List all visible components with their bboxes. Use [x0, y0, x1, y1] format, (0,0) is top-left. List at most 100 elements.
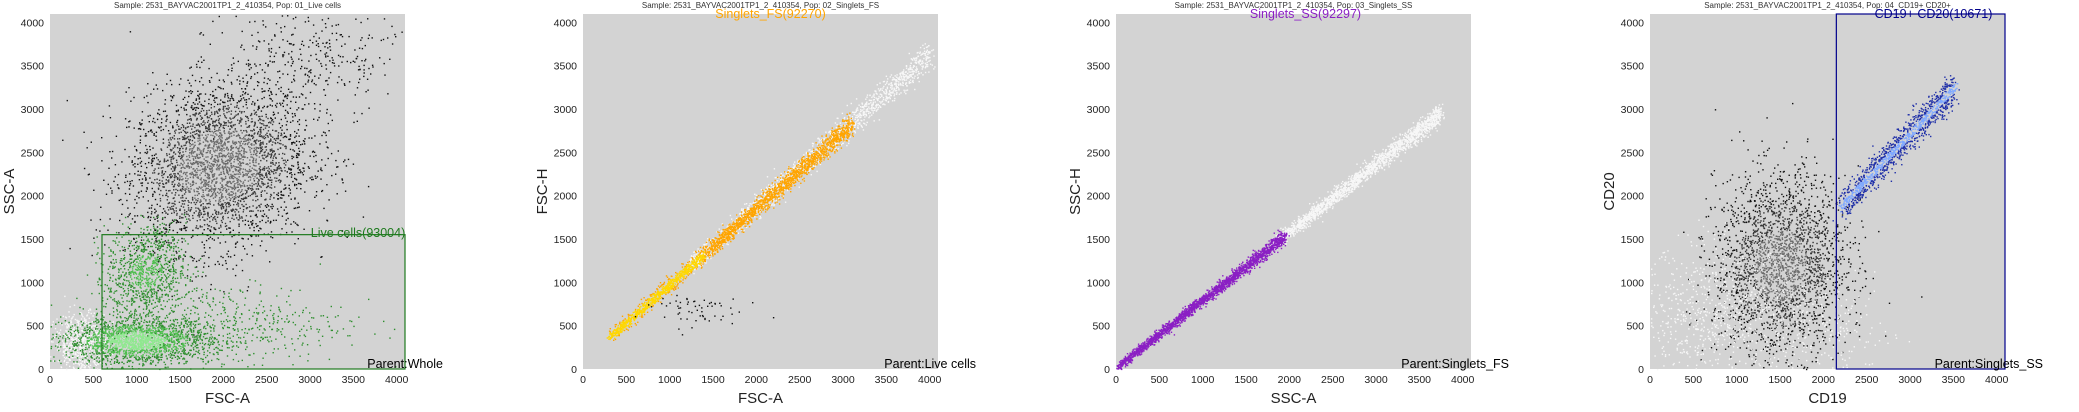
data-point: [294, 198, 296, 200]
data-point: [337, 150, 339, 152]
data-point: [245, 170, 247, 172]
data-point: [276, 208, 279, 210]
data-point: [211, 173, 214, 176]
data-point: [208, 174, 210, 177]
data-point: [239, 95, 242, 97]
data-point: [244, 168, 246, 171]
data-point: [337, 23, 340, 26]
data-point: [283, 136, 286, 138]
data-point: [156, 178, 158, 180]
data-point: [318, 37, 320, 39]
data-point: [264, 146, 266, 148]
data-point: [214, 112, 216, 114]
data-point: [313, 151, 316, 153]
data-point: [82, 321, 84, 323]
data-point: [98, 334, 100, 337]
data-point: [180, 321, 183, 323]
data-point: [293, 74, 295, 77]
data-point: [168, 153, 171, 155]
data-point: [203, 131, 205, 133]
data-point: [138, 331, 141, 334]
data-point: [171, 83, 173, 86]
data-point: [267, 130, 270, 132]
data-point: [252, 159, 255, 161]
data-point: [321, 30, 323, 32]
data-point: [85, 351, 88, 354]
data-point: [273, 55, 276, 58]
data-point: [134, 340, 137, 342]
data-point: [197, 191, 199, 193]
data-point: [356, 120, 358, 122]
data-point: [165, 366, 167, 369]
data-point: [242, 245, 244, 247]
data-point: [227, 149, 229, 151]
data-point: [210, 134, 212, 136]
data-point: [72, 339, 75, 341]
data-point: [208, 265, 210, 268]
data-point: [324, 164, 327, 166]
data-point: [201, 195, 203, 198]
data-point: [197, 198, 199, 200]
data-point: [84, 350, 86, 352]
data-point: [257, 119, 260, 122]
data-point: [246, 85, 248, 87]
data-point: [174, 132, 176, 134]
data-point: [78, 352, 80, 354]
data-point: [239, 162, 242, 165]
data-point: [293, 221, 295, 223]
data-point: [184, 345, 186, 347]
data-point: [268, 171, 271, 173]
data-point: [215, 220, 217, 222]
data-point: [261, 240, 263, 242]
data-point: [123, 325, 125, 327]
data-point: [214, 215, 216, 218]
data-point: [277, 132, 280, 134]
data-point: [211, 154, 213, 156]
data-point: [210, 226, 213, 228]
data-point: [207, 193, 210, 195]
data-point: [289, 189, 291, 191]
data-point: [220, 195, 223, 197]
data-point: [222, 169, 225, 171]
data-point: [99, 218, 102, 221]
data-point: [235, 141, 237, 143]
data-point: [96, 342, 98, 345]
data-point: [214, 111, 216, 113]
data-point: [139, 128, 142, 130]
data-point: [227, 173, 230, 176]
data-point: [116, 308, 118, 311]
data-point: [144, 171, 146, 174]
data-point: [255, 148, 257, 151]
data-point: [74, 352, 77, 355]
data-point: [269, 148, 271, 151]
data-point: [183, 227, 185, 230]
data-point: [71, 341, 73, 343]
data-point: [178, 83, 181, 86]
data-point: [213, 128, 216, 130]
data-point: [88, 173, 90, 175]
data-point: [258, 178, 260, 181]
data-point: [335, 39, 338, 41]
data-point: [267, 205, 270, 207]
data-point: [129, 332, 131, 335]
data-point: [81, 366, 83, 368]
data-point: [242, 193, 244, 195]
data-point: [233, 196, 235, 198]
data-point: [206, 117, 209, 119]
data-point: [175, 192, 177, 194]
data-point: [241, 259, 243, 261]
data-point: [185, 183, 187, 185]
data-point: [190, 125, 192, 127]
data-point: [311, 176, 313, 178]
data-point: [122, 326, 125, 328]
data-point: [220, 132, 222, 134]
data-point: [167, 196, 169, 198]
data-point: [200, 161, 203, 163]
data-point: [216, 169, 218, 171]
data-point: [203, 168, 205, 170]
data-point: [143, 96, 145, 99]
data-point: [204, 160, 207, 162]
data-point: [301, 65, 303, 68]
data-point: [236, 106, 238, 108]
data-point: [83, 341, 85, 343]
